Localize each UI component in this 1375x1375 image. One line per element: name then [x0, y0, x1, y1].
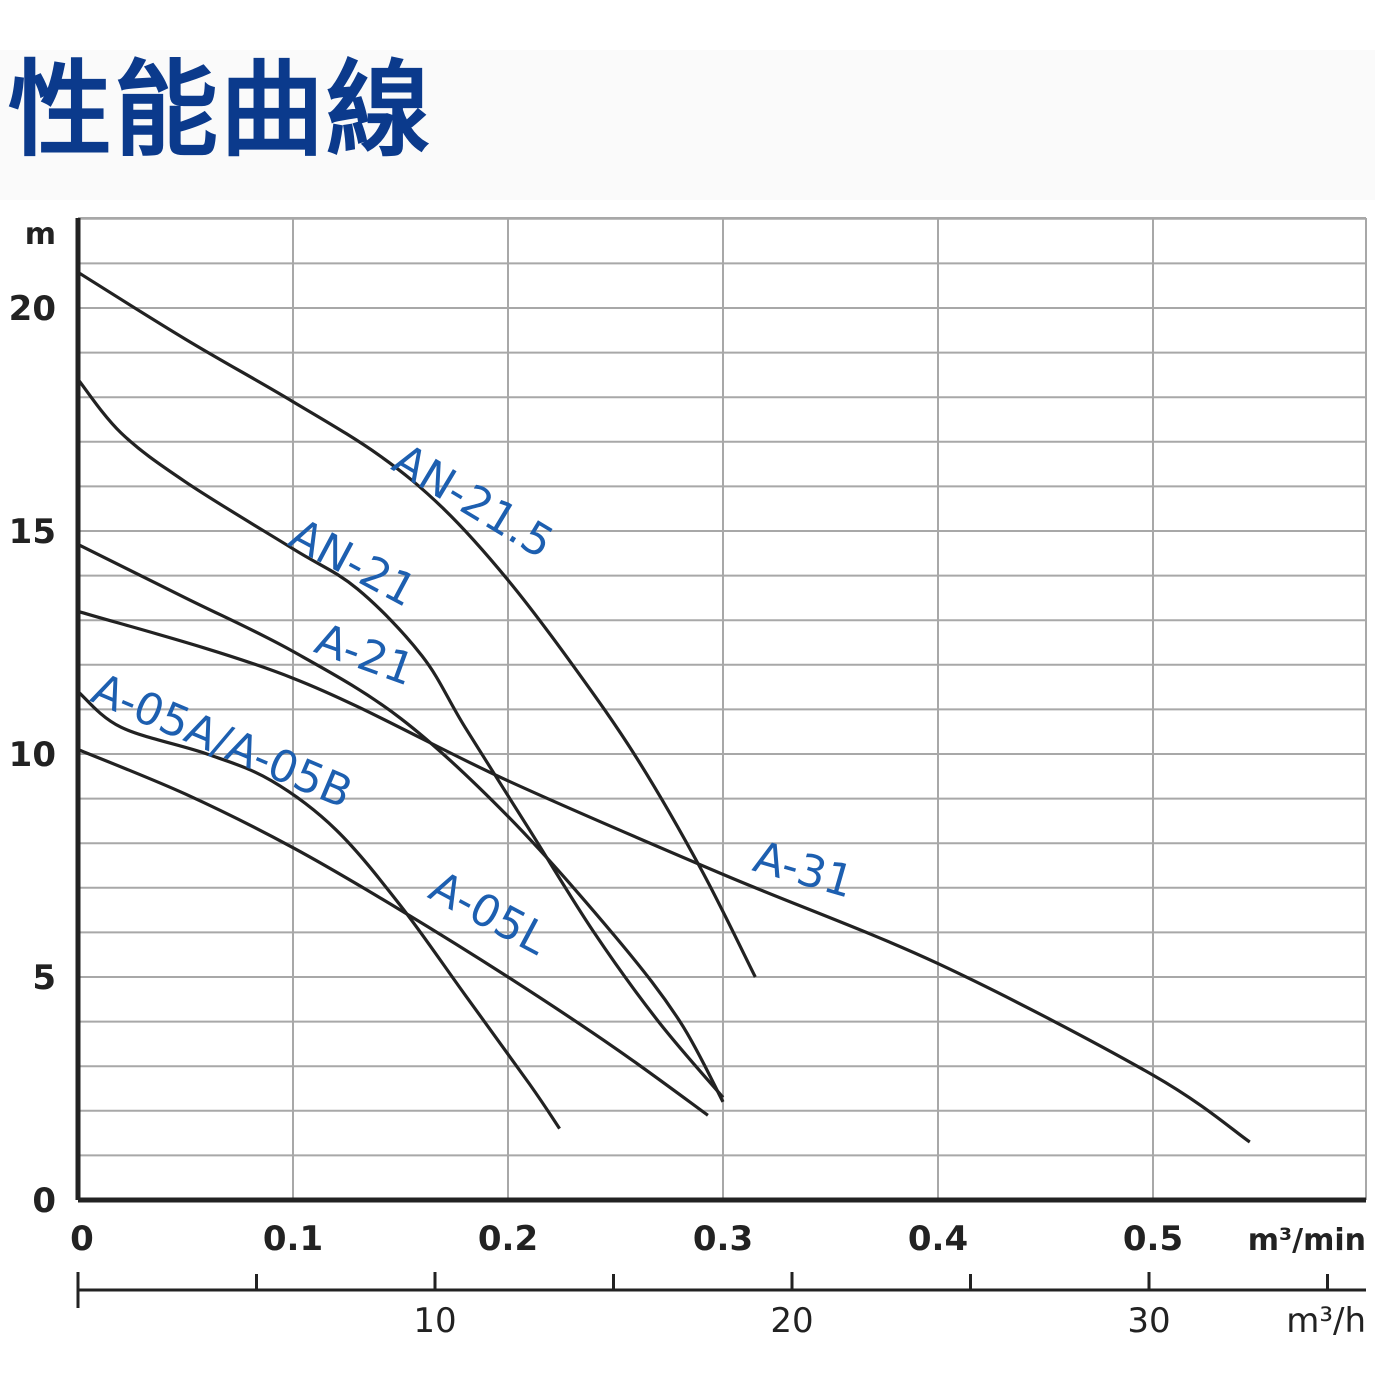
series-label-an-21-5: AN-21.5	[384, 434, 562, 569]
x-tick-label: 0.5	[1123, 1219, 1183, 1259]
series-group	[76, 270, 1251, 1144]
y-tick-label: 20	[9, 289, 56, 329]
y-tick-label: 5	[32, 958, 56, 998]
y-axis-unit-label: m	[25, 217, 56, 252]
x2-tick-label: 20	[770, 1301, 813, 1341]
x-tick-label: 0.4	[908, 1219, 968, 1259]
series-line-a-31	[77, 609, 1251, 1144]
x-axis-unit-label: m³/min	[1248, 1223, 1366, 1258]
axes: 0 5 10 15 20 m 0 0.1 0.2 0.3 0.4 0.5 m³/min 10 20 30 m³/…	[9, 217, 1366, 1341]
title-band	[0, 50, 1375, 200]
series-line-an-21	[76, 378, 725, 1099]
x-tick-label: 0.2	[478, 1219, 538, 1259]
chart-title: 性能曲線	[8, 49, 433, 171]
y-tick-label: 10	[9, 735, 56, 775]
x-tick-label: 0.3	[693, 1219, 753, 1259]
x2-tick-label: 10	[413, 1301, 456, 1341]
series-line-a-05a-a-05b	[76, 690, 561, 1130]
y-tick-label: 0	[32, 1181, 56, 1221]
x-tick-label: 0	[70, 1219, 94, 1259]
x2-axis-unit-label: m³/h	[1286, 1301, 1366, 1341]
series-label-a-21: A-21	[309, 614, 421, 696]
x-tick-label: 0.1	[263, 1219, 323, 1259]
y-tick-label: 15	[9, 512, 56, 552]
x2-tick-label: 30	[1127, 1301, 1170, 1341]
series-line-an-21-5	[77, 270, 757, 978]
grid	[78, 217, 1367, 1200]
series-line-a-21	[77, 542, 725, 1103]
series-line-a-05l	[77, 748, 709, 1117]
series-label-a-05l: A-05L	[421, 861, 556, 965]
series-label-an-21: AN-21	[281, 509, 424, 617]
